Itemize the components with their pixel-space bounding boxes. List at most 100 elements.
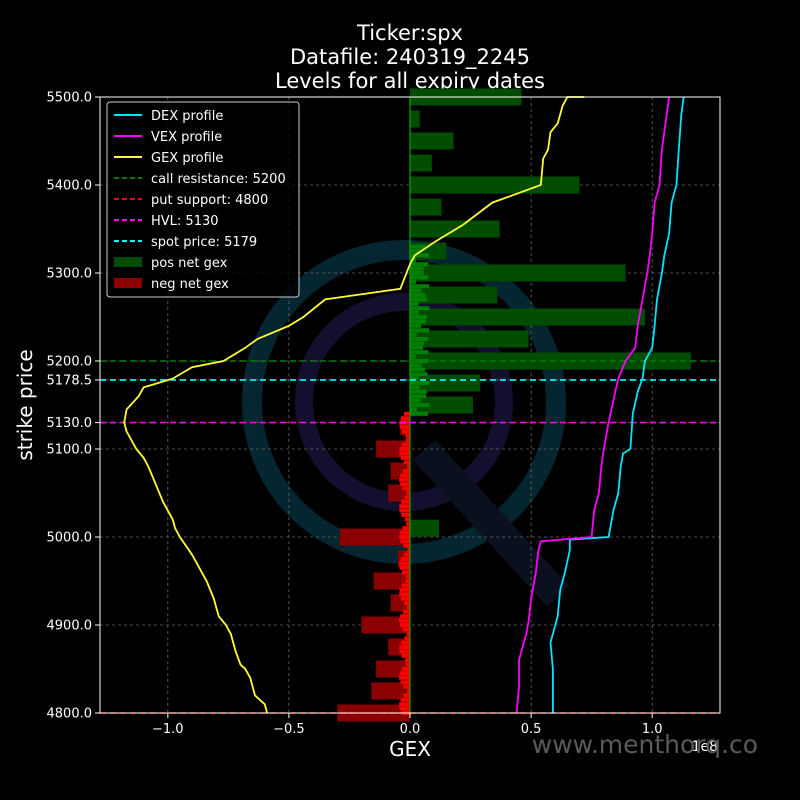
neg-gex-strike-bar xyxy=(403,609,410,614)
neg-gex-strike-bar xyxy=(399,587,410,592)
neg-gex-strike-bar xyxy=(399,425,410,429)
y-axis-label: strike price xyxy=(13,349,37,460)
pos-gex-bar xyxy=(410,330,529,348)
neg-gex-strike-bar xyxy=(399,535,410,539)
legend-swatch xyxy=(114,257,142,267)
pos-gex-strike-bar xyxy=(410,315,428,319)
x-axis-label: GEX xyxy=(389,737,431,761)
neg-gex-strike-bar xyxy=(402,526,410,531)
neg-gex-strike-bar xyxy=(402,667,410,671)
x-tick-label: 0.0 xyxy=(400,722,421,737)
pos-gex-strike-bar xyxy=(410,345,424,350)
pos-gex-strike-bar xyxy=(410,407,418,412)
neg-gex-strike-bar xyxy=(399,702,410,707)
pos-gex-bar xyxy=(410,198,442,216)
neg-gex-strike-bar xyxy=(404,495,410,500)
pos-gex-bar xyxy=(410,396,473,414)
y-tick-label: 5100.0 xyxy=(47,443,93,458)
neg-gex-strike-bar xyxy=(403,693,410,698)
neg-gex-strike-bar xyxy=(407,464,410,469)
pos-gex-strike-bar xyxy=(410,288,422,293)
neg-gex-strike-bar xyxy=(403,411,410,416)
pos-gex-bar xyxy=(410,308,645,326)
neg-gex-strike-bar xyxy=(400,596,410,601)
pos-gex-strike-bar xyxy=(410,350,429,355)
legend-label: call resistance: 5200 xyxy=(151,172,286,187)
neg-gex-strike-bar xyxy=(402,570,410,575)
pos-gex-strike-bar xyxy=(410,385,420,390)
pos-gex-strike-bar xyxy=(410,323,421,328)
neg-gex-strike-bar xyxy=(403,684,410,689)
pos-gex-strike-bar xyxy=(410,279,417,284)
neg-gex-strike-bar xyxy=(403,460,410,465)
legend-label: VEX profile xyxy=(151,130,222,145)
pos-gex-strike-bar xyxy=(410,367,426,372)
neg-gex-strike-bar xyxy=(400,539,410,544)
neg-gex-strike-bar xyxy=(407,689,410,693)
pos-gex-strike-bar xyxy=(410,403,430,407)
neg-gex-strike-bar xyxy=(406,521,410,526)
pos-gex-strike-bar xyxy=(410,337,429,341)
neg-gex-strike-bar xyxy=(400,614,410,619)
legend-label: GEX profile xyxy=(151,151,223,166)
pos-gex-strike-bar xyxy=(410,266,424,271)
neg-gex-strike-bar xyxy=(402,627,410,632)
pos-gex-strike-bar xyxy=(410,297,428,302)
y-tick-label: 4800.0 xyxy=(47,707,93,722)
neg-gex-strike-bar xyxy=(399,451,410,456)
neg-gex-strike-bar xyxy=(399,504,410,509)
neg-gex-strike-bar xyxy=(399,565,410,570)
pos-gex-bar xyxy=(410,519,440,537)
y-tick-label: 5200.0 xyxy=(47,355,93,370)
neg-gex-strike-bar xyxy=(403,552,410,557)
pos-gex-strike-bar xyxy=(410,376,419,381)
neg-gex-strike-bar xyxy=(407,548,410,553)
neg-gex-strike-bar xyxy=(399,477,410,482)
neg-gex-strike-bar xyxy=(401,442,410,447)
neg-gex-strike-bar xyxy=(401,653,410,658)
pos-gex-strike-bar xyxy=(410,398,421,403)
y-tick-label: 5000.0 xyxy=(47,531,93,546)
neg-gex-strike-bar xyxy=(406,662,410,667)
profile-line-2 xyxy=(123,96,585,714)
pos-gex-strike-bar xyxy=(410,262,429,267)
plot-area xyxy=(99,88,721,722)
pos-gex-strike-bar xyxy=(410,253,430,258)
legend-label: neg net gex xyxy=(151,277,229,292)
pos-gex-strike-bar xyxy=(410,381,430,385)
neg-gex-strike-bar xyxy=(399,706,410,711)
legend-label: spot price: 5179 xyxy=(151,235,257,250)
pos-gex-strike-bar xyxy=(410,284,430,289)
y-tick-label: 5400.0 xyxy=(47,179,93,194)
neg-gex-strike-bar xyxy=(402,486,410,491)
pos-gex-strike-bar xyxy=(410,319,426,324)
watermark-text: www.menthorq.co xyxy=(532,730,758,759)
pos-gex-strike-bar xyxy=(410,394,427,399)
chart-title-line-1: Ticker:spx xyxy=(356,21,463,45)
pos-gex-strike-bar xyxy=(410,293,426,297)
neg-gex-strike-bar xyxy=(399,675,410,680)
neg-gex-strike-bar xyxy=(399,649,410,654)
neg-gex-strike-bar xyxy=(399,447,410,451)
pos-gex-strike-bar xyxy=(410,332,417,337)
gex-bars xyxy=(337,88,691,722)
neg-gex-strike-bar xyxy=(404,636,410,641)
neg-gex-strike-bar xyxy=(400,697,410,702)
pos-gex-strike-bar xyxy=(410,372,428,377)
neg-gex-strike-bar xyxy=(400,623,410,627)
chart-title-line-2: Datafile: 240319_2245 xyxy=(290,45,530,70)
neg-gex-strike-bar xyxy=(406,605,410,610)
neg-gex-strike-bar xyxy=(401,513,410,517)
x-tick-label: 1.0 xyxy=(642,722,663,737)
neg-gex-strike-bar xyxy=(406,631,410,636)
pos-gex-strike-bar xyxy=(410,363,422,368)
y-tick-label: 5300.0 xyxy=(47,267,93,282)
pos-gex-strike-bar xyxy=(410,328,430,333)
neg-gex-strike-bar xyxy=(405,658,410,663)
pos-gex-strike-bar xyxy=(410,359,430,363)
legend-box xyxy=(106,101,300,298)
neg-gex-strike-bar xyxy=(405,574,410,579)
neg-gex-strike-bar xyxy=(401,499,410,504)
pos-gex-strike-bar xyxy=(410,341,424,346)
